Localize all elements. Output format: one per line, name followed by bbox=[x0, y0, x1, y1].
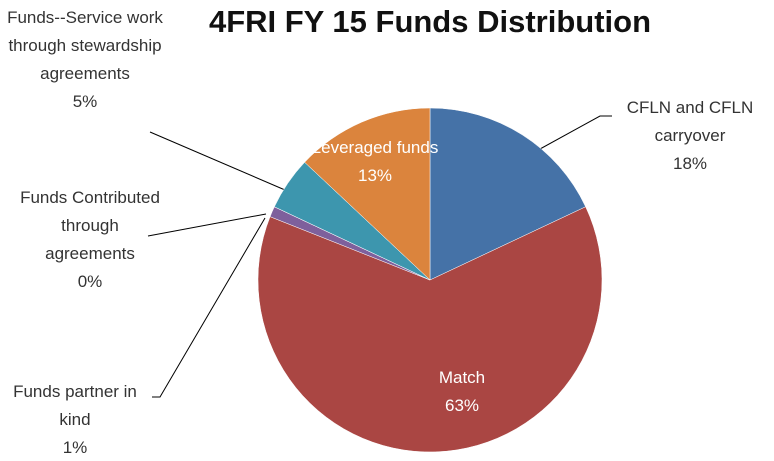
category-label: Match bbox=[438, 368, 486, 387]
category-label: Funds partner in kind bbox=[13, 382, 137, 429]
category-label: Funds--Service work through stewardship … bbox=[7, 8, 163, 83]
slice-label: Funds--Service work through stewardship … bbox=[0, 4, 170, 116]
value-label: 13% bbox=[357, 166, 393, 185]
leader-line bbox=[147, 213, 267, 237]
value-label: 63% bbox=[444, 396, 480, 415]
pie-slice bbox=[257, 206, 603, 453]
pie-slice bbox=[304, 107, 431, 281]
value-label: 5% bbox=[72, 92, 98, 111]
value-label: 18% bbox=[672, 154, 708, 173]
value-label: 0% bbox=[77, 272, 103, 291]
pie-slice bbox=[429, 107, 586, 281]
category-label: CFLN and CFLN carryover bbox=[626, 98, 754, 145]
value-label: 1% bbox=[62, 438, 88, 457]
slice-label: CFLN and CFLN carryover 18% bbox=[610, 94, 770, 178]
category-label: Leveraged funds bbox=[311, 138, 439, 157]
leader-line bbox=[519, 115, 612, 161]
slice-label: Match 63% bbox=[400, 364, 524, 420]
slice-label: Funds partner in kind 1% bbox=[0, 378, 150, 461]
category-label: Funds Contributed through agreements bbox=[20, 188, 160, 263]
slice-label: Funds Contributed through agreements 0% bbox=[20, 184, 160, 296]
slice-label: Leveraged funds 13% bbox=[300, 134, 450, 190]
leader-line bbox=[149, 131, 293, 194]
leader-line bbox=[152, 217, 266, 398]
chart-title: 4FRI FY 15 Funds Distribution bbox=[208, 4, 652, 39]
